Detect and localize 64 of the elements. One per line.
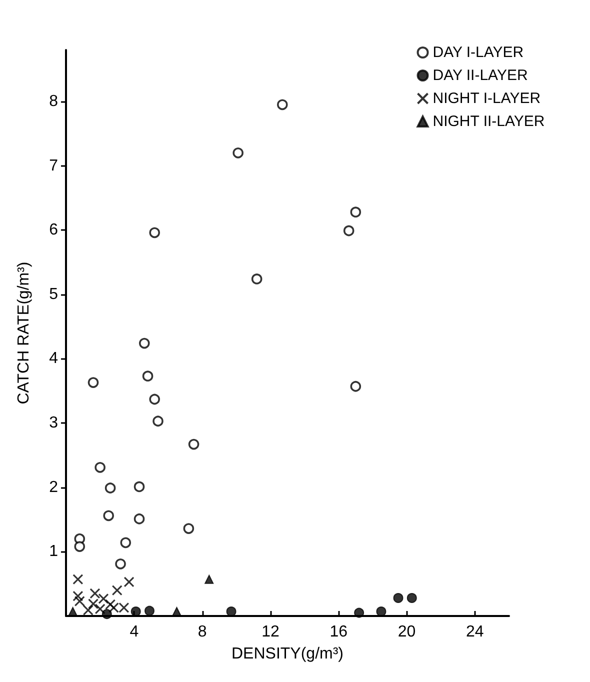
point <box>98 593 109 604</box>
point <box>152 416 164 427</box>
point <box>94 462 106 473</box>
point <box>354 608 364 618</box>
y-tick-label: 1 <box>49 543 58 560</box>
point <box>74 596 85 607</box>
point <box>149 394 160 405</box>
legend-label: DAY I-LAYER <box>432 44 524 61</box>
x-tick-label: 16 <box>330 624 348 640</box>
point <box>406 592 417 603</box>
point <box>130 606 141 616</box>
point <box>68 607 78 616</box>
point <box>277 99 288 110</box>
point <box>112 584 122 596</box>
point <box>134 513 145 524</box>
point <box>144 606 154 616</box>
x-axis-title: DENSITY(g/m³) <box>232 646 344 662</box>
point <box>172 607 182 616</box>
point <box>134 481 145 492</box>
point <box>343 225 354 236</box>
point <box>72 590 84 602</box>
point <box>350 206 362 218</box>
point <box>108 602 120 613</box>
legend-label: NIGHT I-LAYER <box>432 90 541 107</box>
y-tick-label: 2 <box>49 478 58 496</box>
point <box>72 574 84 585</box>
x-tick-label: 20 <box>398 624 416 640</box>
point <box>142 370 154 382</box>
point <box>226 606 236 616</box>
y-axis-title: CATCH RATE(g/m³) <box>16 262 32 404</box>
y-tick-label: 7 <box>49 157 58 174</box>
x-tick-label: 12 <box>262 624 280 640</box>
point <box>204 574 214 584</box>
point <box>115 558 126 570</box>
point <box>102 609 112 620</box>
point <box>103 510 114 522</box>
point <box>94 604 106 614</box>
point <box>188 438 200 450</box>
y-tick-label: 3 <box>49 414 58 432</box>
point <box>376 606 386 616</box>
x-tick-label: 4 <box>130 624 139 640</box>
y-tick-label: 8 <box>49 92 58 110</box>
y-tick-label: 6 <box>49 222 58 239</box>
legend-label: DAY II-LAYER <box>432 67 528 84</box>
point <box>120 537 132 548</box>
point <box>82 604 94 616</box>
point <box>118 602 130 613</box>
point <box>105 599 116 610</box>
x-tick-label: 8 <box>198 624 207 640</box>
y-tick-label: 4 <box>49 350 58 368</box>
point <box>74 541 86 552</box>
point <box>88 377 99 388</box>
point <box>393 592 404 603</box>
point <box>149 227 160 238</box>
point <box>104 482 116 494</box>
x-tick-label: 24 <box>466 624 484 640</box>
point <box>183 523 194 534</box>
point <box>138 338 150 349</box>
point <box>124 576 134 588</box>
point <box>251 274 262 284</box>
legend-label: NIGHT II-LAYER <box>432 113 545 130</box>
y-tick-label: 5 <box>49 286 58 303</box>
point <box>232 148 244 158</box>
point <box>350 380 362 392</box>
